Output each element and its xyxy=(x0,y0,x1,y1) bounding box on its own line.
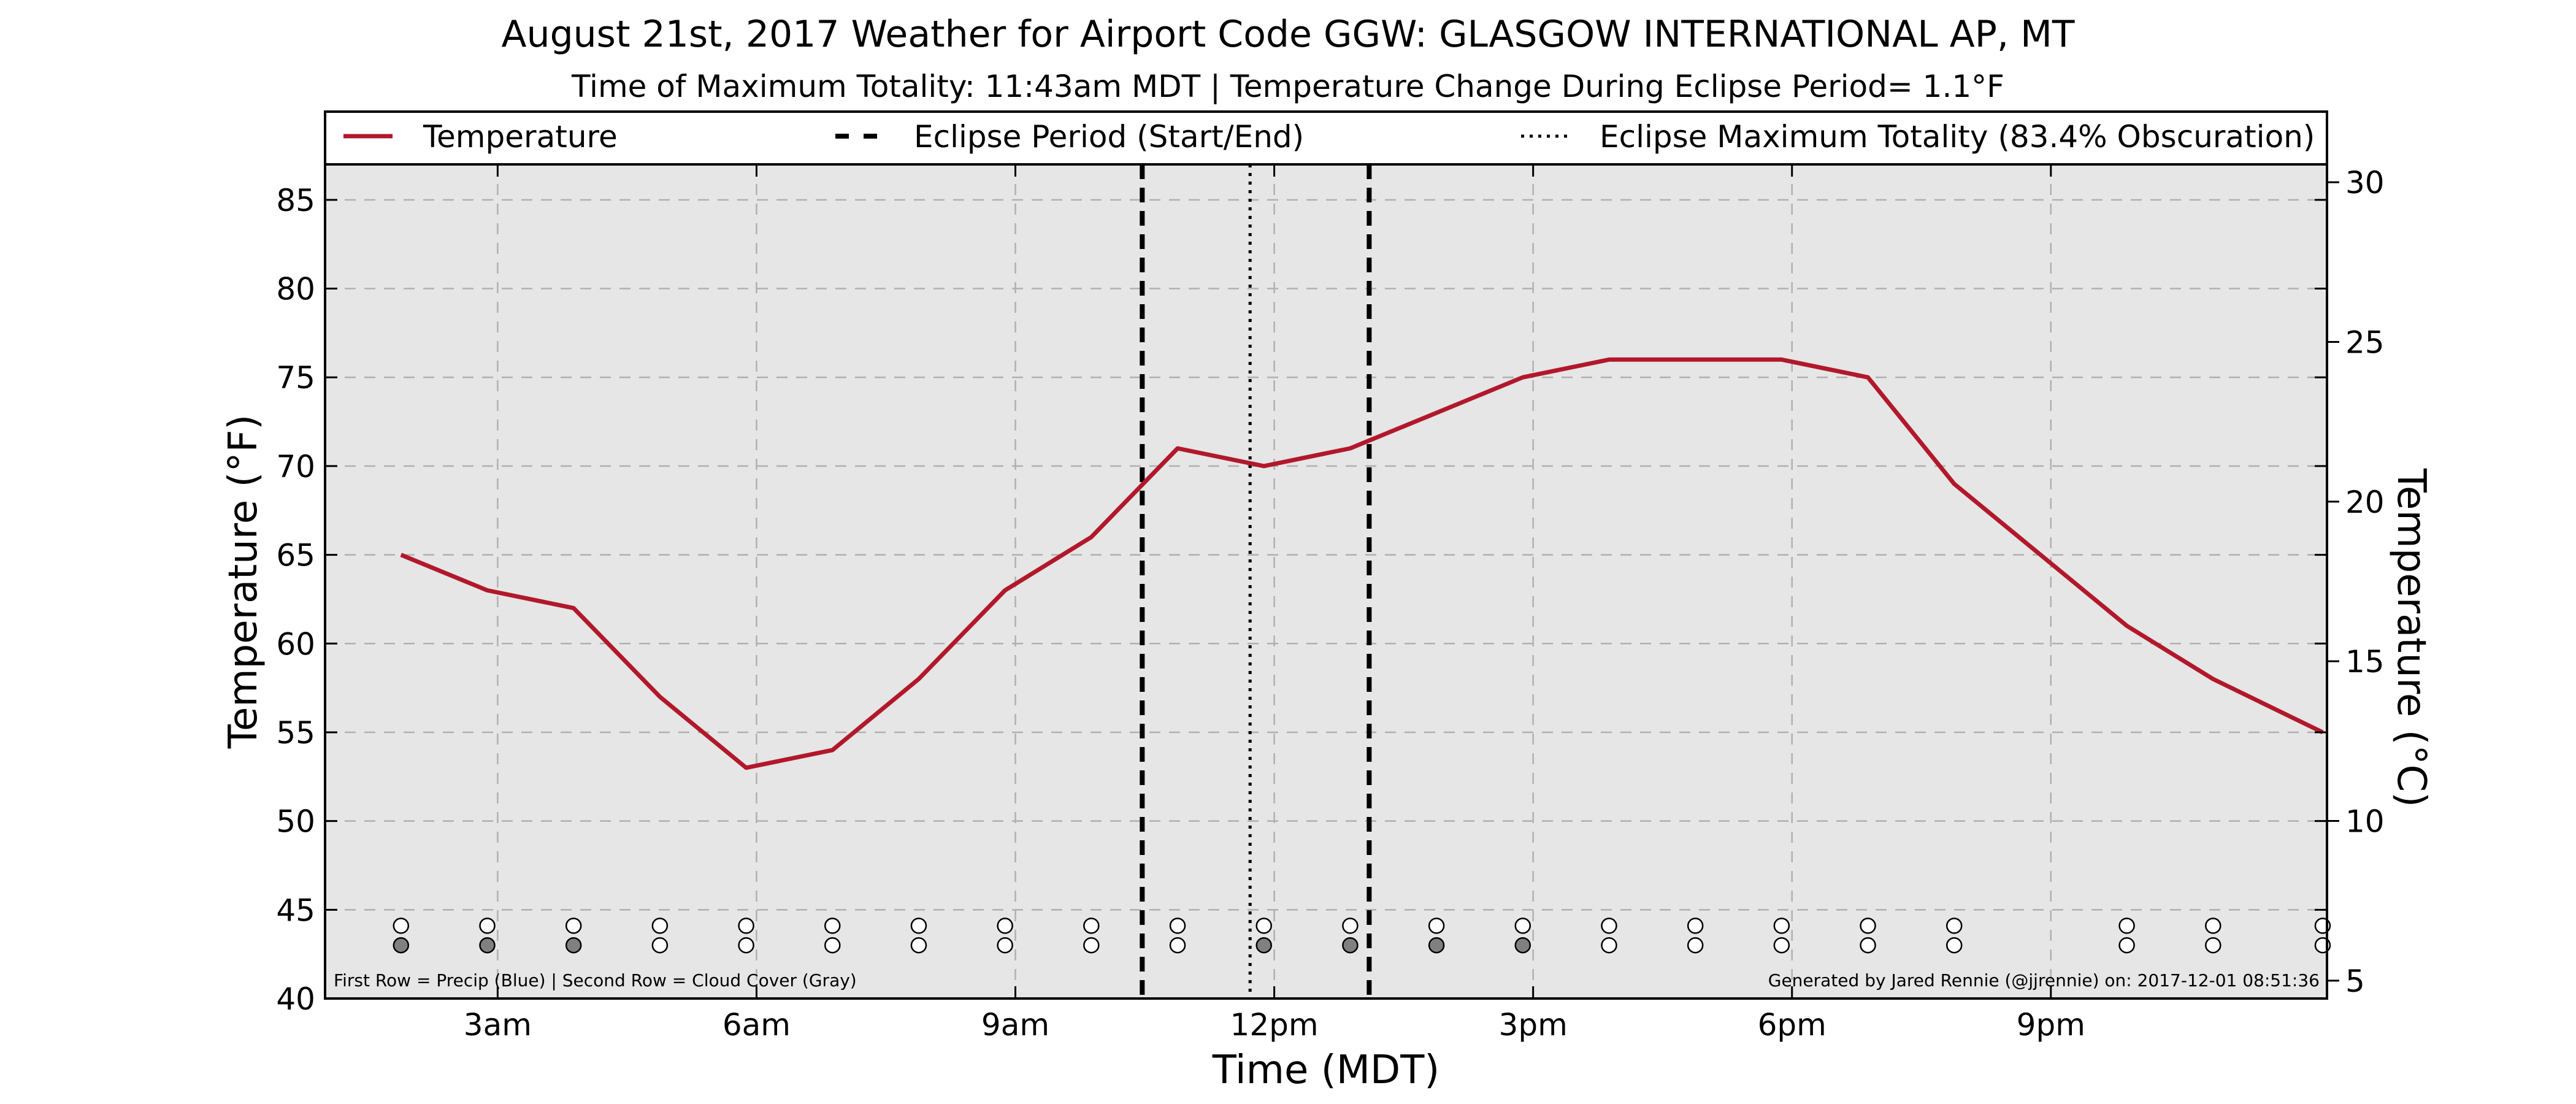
precip-marker xyxy=(1601,918,1617,934)
precip-marker xyxy=(651,918,669,934)
precip-marker xyxy=(1860,918,1876,934)
y-axis-left: 40 45 50 55 60 65 70 75 80 85 xyxy=(276,183,2327,1017)
y-tick-label-right: 15 xyxy=(2345,644,2385,680)
precip-marker xyxy=(1945,918,1963,934)
y-tick-label-left: 50 xyxy=(276,804,315,840)
chart-title: August 21st, 2017 Weather for Airport Co… xyxy=(502,13,2075,56)
cloud-marker xyxy=(651,937,669,954)
x-tick-label: 9pm xyxy=(2017,1007,2085,1043)
y-tick-label-left: 55 xyxy=(276,715,315,751)
cloud-marker xyxy=(1514,937,1531,954)
footnote-right: Generated by Jared Rennie (@jjrennie) on… xyxy=(1768,970,2320,991)
precip-marker xyxy=(1083,918,1100,934)
cloud-marker xyxy=(479,937,496,954)
x-axis: 3am 6am 9am 12pm 3pm 6pm 9pm xyxy=(464,164,2085,1043)
precip-marker xyxy=(824,918,841,934)
y-tick-label-right: 10 xyxy=(2345,804,2385,840)
y-axis-label-left: Temperature (°F) xyxy=(221,415,266,749)
y-tick-label-left: 75 xyxy=(276,360,315,396)
legend-frame xyxy=(324,110,2328,166)
cloud-marker xyxy=(1342,937,1359,954)
precip-marker xyxy=(1169,918,1186,934)
cloud-marker xyxy=(393,937,410,954)
cloud-marker xyxy=(1860,937,1876,954)
cloud-marker xyxy=(1169,937,1186,954)
cloud-marker xyxy=(1601,937,1617,954)
cloud-marker xyxy=(824,937,841,954)
cloud-marker xyxy=(2205,937,2221,954)
x-tick-label: 3pm xyxy=(1499,1007,1568,1043)
precip-marker xyxy=(1428,918,1445,934)
precip-marker xyxy=(565,918,582,934)
x-tick-label: 9am xyxy=(981,1007,1049,1043)
cloud-marker xyxy=(565,937,582,954)
y-tick-label-left: 85 xyxy=(276,183,315,218)
grid xyxy=(325,164,2327,1000)
y-tick-label-right: 20 xyxy=(2345,485,2385,520)
cloud-marker xyxy=(910,937,927,954)
x-tick-label: 6pm xyxy=(1758,1007,1827,1043)
footnote-left: First Row = Precip (Blue) | Second Row =… xyxy=(334,970,857,991)
y-tick-label-left: 45 xyxy=(276,892,315,928)
marker-rows xyxy=(393,918,2331,954)
precip-marker xyxy=(1687,918,1704,934)
precip-marker xyxy=(1514,918,1531,934)
legend: Temperature Eclipse Period (Start/End) E… xyxy=(324,110,2328,166)
cloud-marker xyxy=(1945,937,1963,954)
x-tick-label: 12pm xyxy=(1230,1007,1319,1043)
y-tick-label-right: 5 xyxy=(2345,964,2365,999)
y-tick-label-right: 25 xyxy=(2345,324,2385,360)
precip-marker xyxy=(1773,918,1790,934)
precip-marker xyxy=(1342,918,1359,934)
legend-label-eclipse-period: Eclipse Period (Start/End) xyxy=(914,119,1304,155)
chart-subtitle: Time of Maximum Totality: 11:43am MDT | … xyxy=(571,69,2004,104)
cloud-marker xyxy=(997,937,1013,954)
x-axis-label: Time (MDT) xyxy=(1212,1048,1440,1093)
plot-area xyxy=(325,164,2327,999)
precip-marker xyxy=(910,918,927,934)
y-axis-right: 5 10 15 20 25 30 xyxy=(2327,165,2385,999)
y-tick-label-left: 60 xyxy=(276,626,315,662)
cloud-marker xyxy=(2118,937,2135,954)
cloud-marker xyxy=(1773,937,1790,954)
precip-marker xyxy=(393,918,410,934)
y-tick-label-right: 30 xyxy=(2345,165,2385,201)
precip-marker xyxy=(738,918,754,934)
y-tick-label-left: 65 xyxy=(276,538,315,573)
y-tick-label-left: 80 xyxy=(276,272,315,307)
precip-marker xyxy=(2205,918,2221,934)
legend-label-temperature: Temperature xyxy=(423,119,618,155)
y-tick-label-left: 70 xyxy=(276,449,315,485)
precip-marker xyxy=(997,918,1013,934)
precip-marker xyxy=(479,918,496,934)
precip-marker xyxy=(1255,918,1272,934)
plot-frame xyxy=(324,163,2328,1000)
cloud-marker xyxy=(1687,937,1704,954)
precip-marker xyxy=(2118,918,2135,934)
x-tick-label: 6am xyxy=(723,1007,791,1043)
series-group xyxy=(400,357,2324,770)
eclipse-lines xyxy=(1140,164,1372,999)
cloud-marker xyxy=(1255,937,1272,954)
legend-label-max-totality: Eclipse Maximum Totality (83.4% Obscurat… xyxy=(1600,119,2315,155)
x-tick-label: 3am xyxy=(464,1007,532,1043)
series-line-temperature xyxy=(400,357,2324,770)
y-tick-label-left: 40 xyxy=(276,981,315,1017)
cloud-marker xyxy=(738,937,754,954)
cloud-marker xyxy=(1083,937,1100,954)
cloud-marker xyxy=(1428,937,1445,954)
y-axis-label-right: Temperature (°C) xyxy=(2388,468,2434,807)
